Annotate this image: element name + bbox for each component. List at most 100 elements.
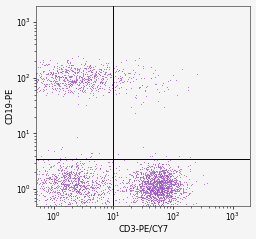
Point: [66, 73, 70, 77]
Point: [77, 190, 81, 194]
Point: [161, 195, 165, 199]
Point: [164, 196, 168, 200]
Point: [145, 185, 149, 189]
Point: [152, 179, 156, 183]
Point: [76, 102, 80, 105]
Point: [62, 195, 66, 199]
Point: [68, 188, 72, 191]
Point: [166, 185, 170, 189]
Point: [98, 193, 102, 196]
Point: [38, 60, 42, 64]
Point: [122, 158, 126, 162]
Point: [49, 71, 53, 74]
Point: [176, 189, 180, 193]
Point: [164, 173, 168, 177]
Point: [153, 175, 157, 179]
Point: [82, 174, 86, 178]
Point: [157, 180, 161, 184]
Point: [87, 175, 91, 179]
Point: [166, 199, 170, 203]
Point: [158, 184, 162, 188]
Point: [93, 87, 97, 90]
Point: [110, 83, 114, 87]
Y-axis label: CD19-PE: CD19-PE: [6, 87, 15, 124]
Point: [145, 177, 149, 181]
Point: [53, 177, 57, 181]
Point: [147, 182, 151, 186]
Point: [147, 186, 151, 190]
Point: [74, 66, 79, 70]
Point: [84, 175, 88, 179]
Point: [137, 190, 141, 194]
Point: [91, 196, 95, 200]
Point: [149, 189, 153, 192]
Point: [171, 196, 175, 200]
Point: [154, 174, 158, 178]
Point: [93, 190, 98, 193]
Point: [144, 191, 148, 195]
Point: [106, 61, 110, 65]
Point: [55, 196, 59, 200]
Point: [49, 79, 53, 83]
Point: [169, 199, 173, 202]
Point: [89, 184, 93, 188]
Point: [77, 171, 81, 175]
Point: [165, 187, 169, 191]
Point: [152, 191, 156, 195]
Point: [186, 88, 190, 92]
Point: [111, 77, 115, 81]
Point: [68, 172, 72, 175]
Point: [67, 170, 71, 174]
Point: [134, 189, 138, 193]
Point: [68, 176, 72, 180]
Point: [107, 90, 111, 93]
Point: [157, 188, 162, 192]
Point: [131, 186, 135, 190]
Point: [103, 182, 107, 185]
Point: [147, 173, 151, 177]
Point: [90, 197, 94, 201]
Point: [158, 174, 163, 178]
Point: [67, 172, 71, 176]
Point: [72, 182, 77, 185]
Point: [87, 190, 91, 194]
Point: [169, 196, 173, 199]
Point: [174, 185, 178, 188]
Point: [116, 69, 120, 73]
Point: [146, 186, 150, 190]
Point: [63, 75, 67, 79]
Point: [173, 196, 177, 200]
Point: [151, 195, 155, 199]
Point: [147, 186, 151, 190]
Point: [146, 180, 150, 184]
Point: [68, 175, 72, 179]
Point: [61, 65, 65, 69]
Point: [89, 77, 93, 81]
Point: [79, 70, 83, 74]
Point: [154, 175, 158, 179]
Point: [82, 76, 86, 80]
Point: [61, 170, 66, 174]
Point: [168, 180, 172, 184]
Point: [46, 62, 50, 66]
Point: [158, 173, 162, 177]
Point: [168, 177, 172, 181]
Point: [48, 175, 52, 179]
Point: [153, 68, 157, 72]
Point: [94, 73, 98, 77]
Point: [107, 90, 111, 94]
Point: [53, 80, 57, 83]
Point: [61, 189, 66, 193]
Point: [85, 86, 89, 90]
Point: [152, 196, 156, 200]
Point: [67, 174, 71, 178]
Point: [148, 187, 153, 191]
Point: [174, 177, 178, 181]
Point: [153, 203, 157, 207]
Point: [137, 176, 142, 180]
Point: [147, 179, 152, 183]
Point: [176, 182, 180, 186]
Point: [139, 172, 143, 176]
Point: [169, 179, 173, 183]
Point: [168, 194, 172, 198]
